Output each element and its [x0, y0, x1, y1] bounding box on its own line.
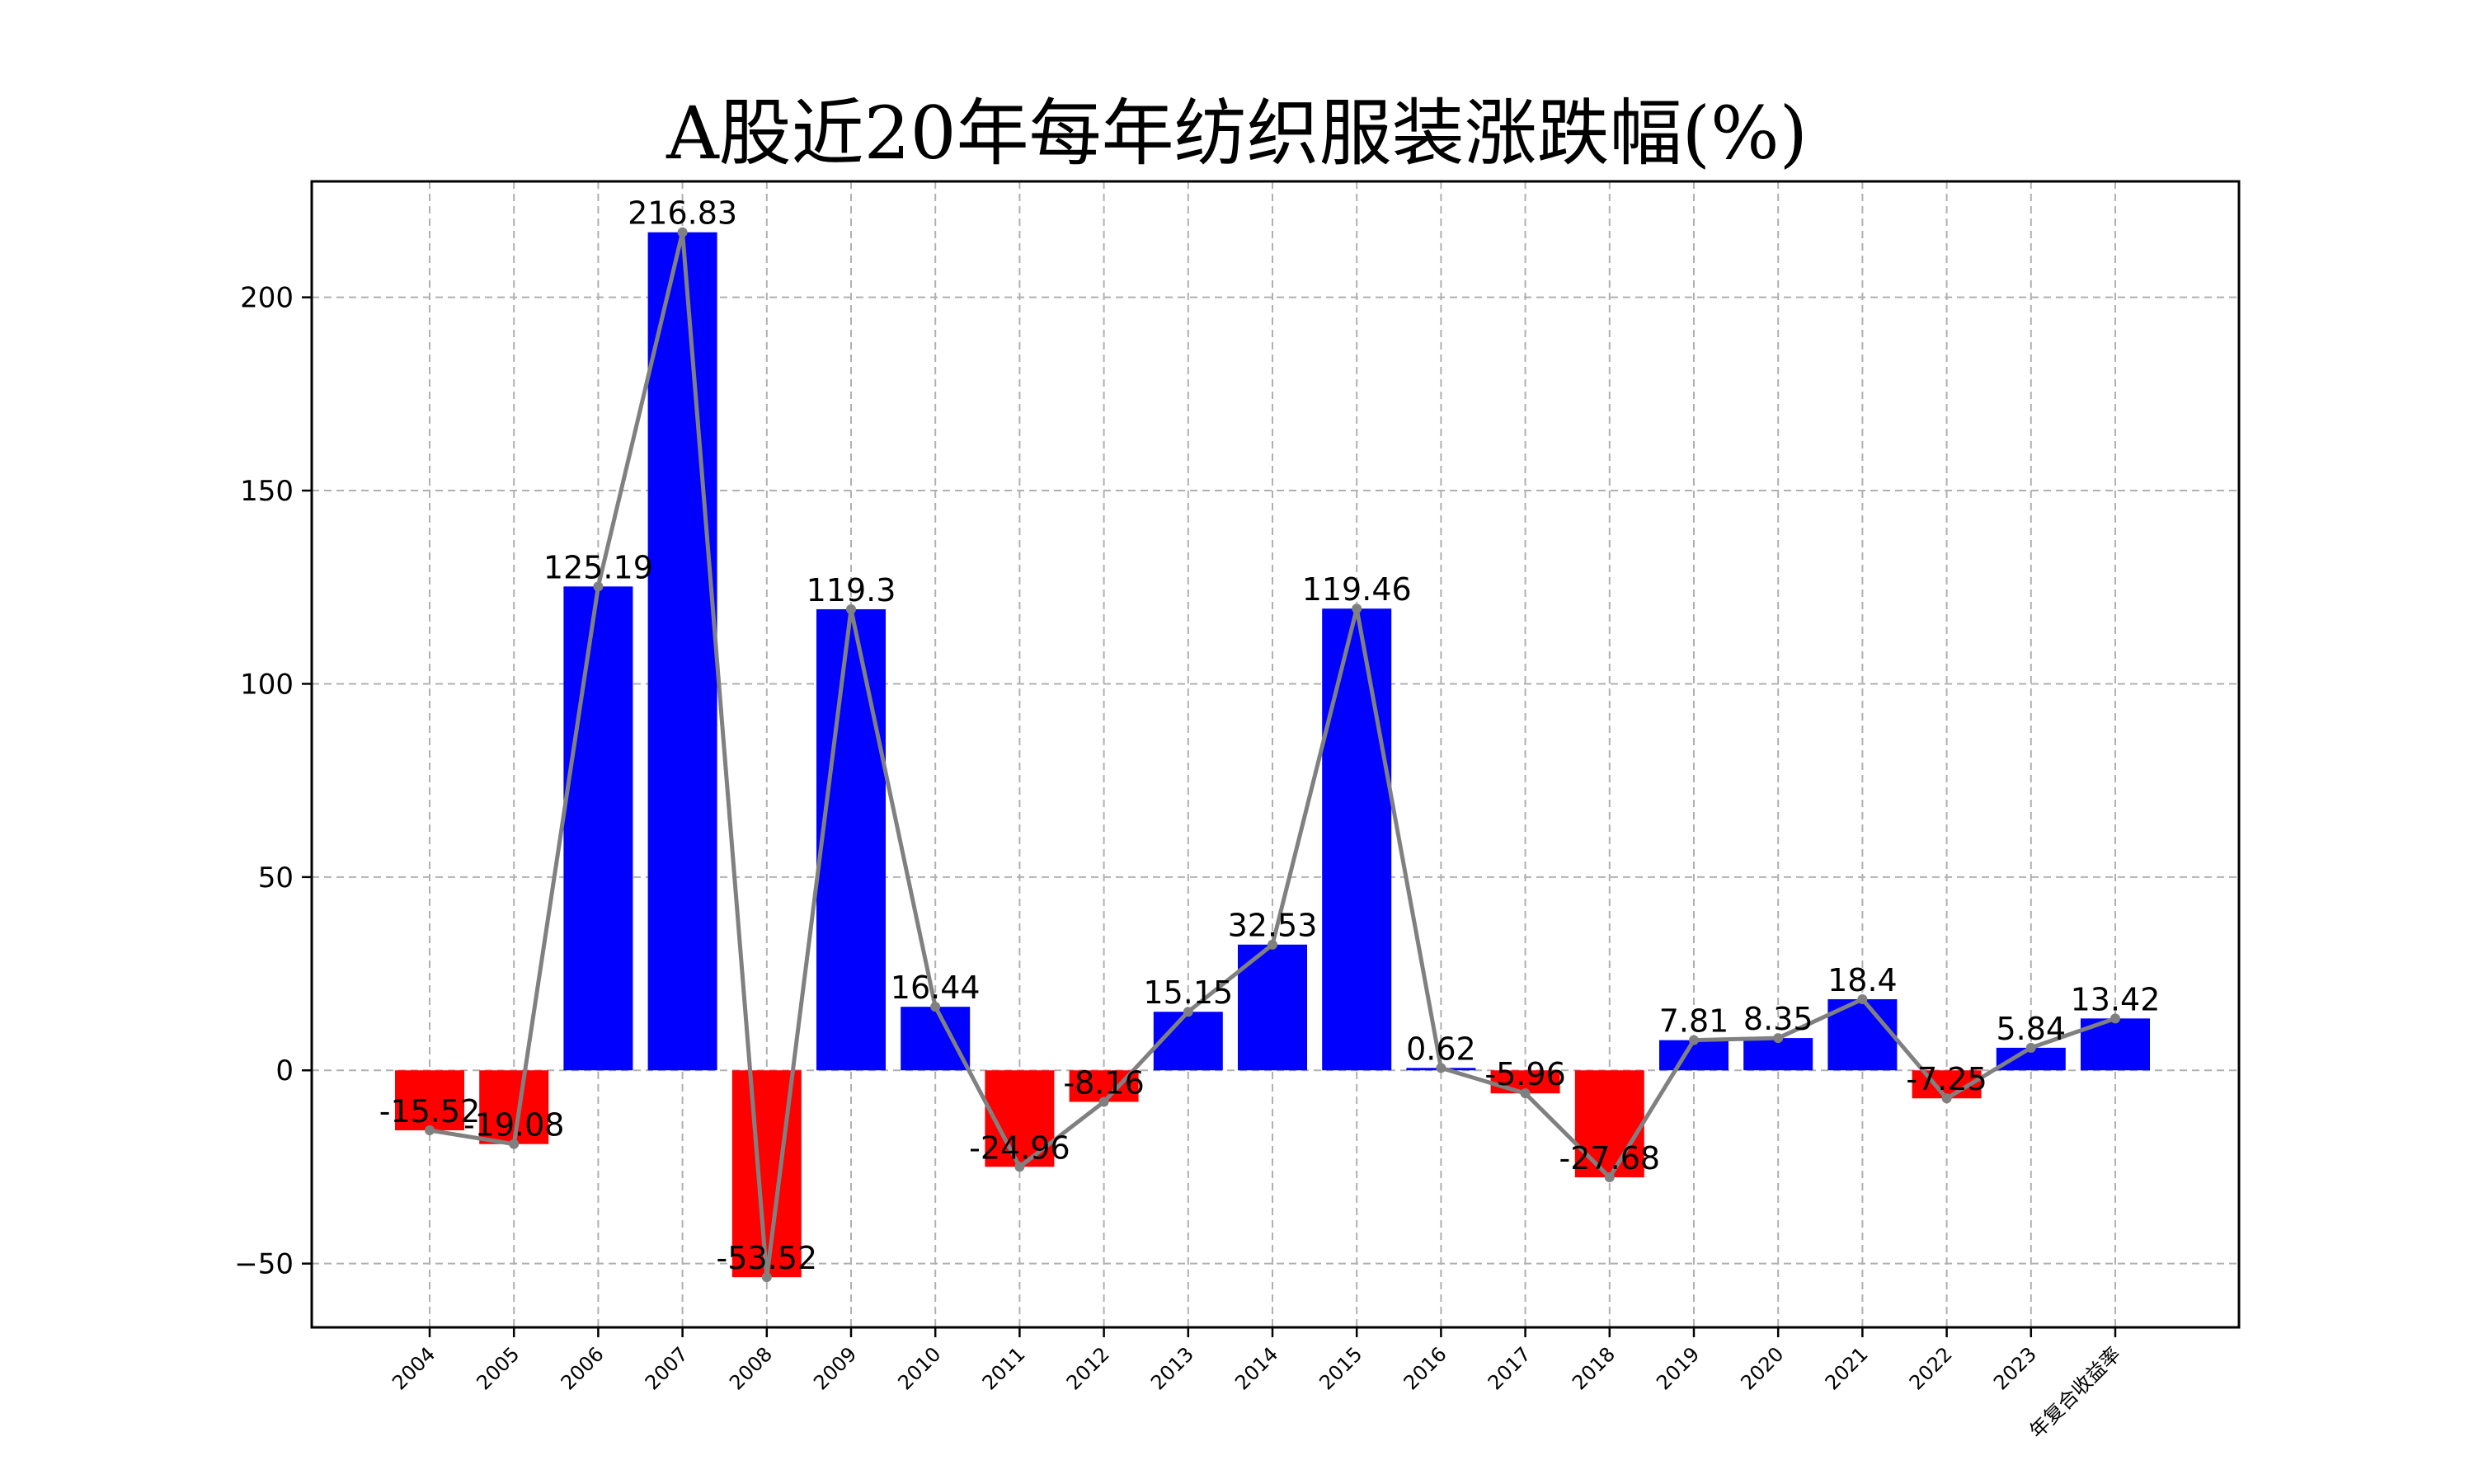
value-label-2020: 8.35: [1743, 1001, 1813, 1037]
bar-2010: [901, 1007, 971, 1071]
bars: [395, 232, 2150, 1278]
trend-point-2011: [1014, 1162, 1025, 1172]
trend-point-2021: [1857, 993, 1868, 1004]
value-label-2012: -8.16: [1063, 1065, 1144, 1101]
x-tick-label: 2018: [1568, 1342, 1620, 1394]
trend-point-2017: [1520, 1088, 1531, 1099]
trend-point-年复合收益率: [2110, 1013, 2120, 1024]
value-label-2004: -15.52: [379, 1093, 481, 1129]
trend-point-2023: [2025, 1042, 2036, 1053]
value-label-2019: 7.81: [1659, 1003, 1729, 1040]
value-label-2009: 119.3: [807, 572, 896, 608]
value-label-2008: -53.52: [717, 1240, 818, 1276]
trend-point-2009: [846, 603, 856, 614]
value-label-2011: -24.96: [969, 1129, 1070, 1166]
y-tick-label: 0: [275, 1054, 294, 1087]
trend-point-2010: [930, 1002, 941, 1012]
bar-2006: [563, 586, 633, 1071]
x-tick-label: 2007: [641, 1342, 693, 1394]
bar-2009: [816, 608, 886, 1071]
x-tick-label: 2009: [809, 1342, 861, 1394]
value-label-2013: 15.15: [1143, 974, 1233, 1011]
value-label-2014: 32.53: [1228, 908, 1318, 944]
x-tick-label: 2013: [1146, 1342, 1198, 1394]
x-tick-label: 2014: [1230, 1342, 1282, 1394]
bar-2020: [1743, 1038, 1813, 1071]
value-label-2006: 125.19: [543, 549, 653, 585]
value-label-2021: 18.4: [1827, 962, 1898, 998]
trend-point-2006: [593, 581, 604, 592]
trend-point-2013: [1183, 1007, 1193, 1017]
trend-point-2014: [1268, 939, 1277, 950]
value-label-2007: 216.83: [628, 195, 737, 232]
x-tick-label: 2022: [1905, 1342, 1957, 1394]
trend-point-2020: [1773, 1033, 1784, 1044]
x-tick-label: 2004: [388, 1342, 440, 1394]
x-tick-label: 2011: [978, 1342, 1030, 1394]
trend-point-2019: [1689, 1035, 1699, 1045]
value-label-2018: -27.68: [1559, 1140, 1661, 1176]
x-tick-label: 2020: [1736, 1342, 1788, 1394]
bar-2015: [1322, 608, 1392, 1071]
y-tick-label: 100: [240, 668, 294, 701]
value-label-2016: 0.62: [1406, 1031, 1476, 1067]
value-label-2005: -19.08: [463, 1107, 565, 1144]
trend-point-2015: [1352, 603, 1362, 614]
value-label-2017: -5.96: [1484, 1056, 1565, 1092]
trend-point-2004: [425, 1125, 435, 1136]
axes: −50 0 50 100 150 200 2004 2005 2006 2007 2008 2009 2…: [234, 282, 2125, 1443]
x-tick-label: 2010: [893, 1342, 945, 1394]
data-labels: -15.52-19.08 125.19 216.83 -53.52 119.3 16.44…: [379, 195, 2161, 1276]
plot-frame: [310, 180, 2241, 1329]
y-tick-label: −50: [234, 1248, 294, 1281]
trend-line: [425, 227, 2120, 1283]
y-tick-label: 50: [258, 862, 294, 895]
trend-point-2018: [1604, 1172, 1615, 1183]
x-tick-label: 2008: [725, 1342, 777, 1394]
x-tick-label: 2016: [1399, 1342, 1451, 1394]
y-tick-label: 150: [240, 475, 294, 508]
bar-2004: [395, 1070, 464, 1131]
chart-title: A股近20年每年纺织服装涨跌幅(%): [666, 91, 1808, 176]
bar-2007: [647, 232, 717, 1071]
value-label-2022: -7.25: [1906, 1061, 1987, 1097]
grid: [312, 181, 2239, 1327]
trend-point-2005: [509, 1139, 520, 1149]
trend-point-2008: [761, 1272, 772, 1283]
trend-point-2022: [1941, 1093, 1952, 1104]
x-tick-label: 2019: [1652, 1342, 1704, 1394]
trend-point-2007: [677, 227, 688, 237]
x-tick-label: 2005: [472, 1342, 524, 1394]
value-label-年复合收益率: 13.42: [2071, 981, 2161, 1017]
x-tick-label: 2012: [1062, 1342, 1114, 1394]
x-tick-label: 2023: [1989, 1342, 2041, 1394]
bar-2019: [1659, 1040, 1729, 1071]
x-tick-label: 2015: [1315, 1342, 1366, 1394]
value-label-2023: 5.84: [1996, 1011, 2066, 1047]
x-tick-label: 2021: [1821, 1342, 1873, 1394]
trend-point-2012: [1098, 1097, 1109, 1107]
x-tick-label: 2006: [557, 1342, 609, 1394]
x-tick-label: 2017: [1484, 1342, 1536, 1394]
bar-2018: [1574, 1070, 1644, 1178]
bar-2013: [1153, 1012, 1223, 1071]
value-label-2010: 16.44: [891, 970, 981, 1006]
trend-point-2016: [1436, 1063, 1446, 1073]
x-tick-label: 年复合收益率: [2025, 1342, 2126, 1443]
value-label-2015: 119.46: [1302, 571, 1412, 608]
y-tick-label: 200: [240, 282, 294, 315]
